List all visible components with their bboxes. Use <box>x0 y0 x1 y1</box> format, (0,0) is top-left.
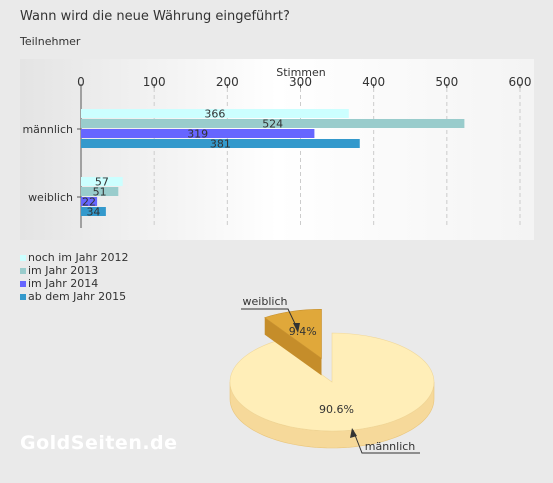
x-tick-label: 400 <box>362 75 385 89</box>
bar-value-label: 51 <box>93 186 107 199</box>
legend-item: noch im Jahr 2012 <box>20 251 128 264</box>
bar-value-label: 34 <box>86 206 100 219</box>
pie-callout-label: weiblich <box>243 295 288 308</box>
legend-label: im Jahr 2014 <box>28 277 99 290</box>
bar-chart: 0 100 200 300 400 500 600 Stimmen männlich 366 524… <box>22 66 531 228</box>
pie-value-label: 90.6% <box>319 403 354 416</box>
x-tick-label: 200 <box>216 75 239 89</box>
legend-swatch <box>20 254 26 261</box>
x-tick-label: 0 <box>77 75 85 89</box>
bar <box>81 187 119 196</box>
bar-value-label: 57 <box>95 176 109 189</box>
bar <box>81 119 465 128</box>
legend-label: noch im Jahr 2012 <box>28 251 129 264</box>
legend-swatch <box>20 293 26 300</box>
pie-value-label: 9.4% <box>289 325 317 338</box>
legend-item: im Jahr 2013 <box>20 264 128 277</box>
legend-label: ab dem Jahr 2015 <box>28 290 127 303</box>
bar <box>81 197 98 206</box>
question-title: Wann wird die neue Währung eingeführt? <box>20 9 290 24</box>
chart-subtitle: Teilnehmer <box>20 35 81 48</box>
bar <box>81 129 315 138</box>
y-tick-label: weiblich <box>28 191 73 204</box>
pie-callout-label: männlich <box>365 440 416 453</box>
pie-callout-arrow <box>293 323 300 333</box>
pie-slice-side-weiblich <box>264 317 322 376</box>
bar-value-label: 319 <box>187 128 208 141</box>
legend-item: im Jahr 2014 <box>20 277 128 290</box>
y-tick-label: männlich <box>22 123 73 136</box>
bar-value-label: 366 <box>204 108 225 121</box>
pie-callout-arrow <box>350 428 357 438</box>
watermark-logo: GoldSeiten.de <box>20 432 178 454</box>
bar-value-label: 524 <box>262 118 283 131</box>
legend-swatch <box>20 267 26 274</box>
bar-value-label: 22 <box>82 196 96 209</box>
x-tick-label: 300 <box>289 75 312 89</box>
x-tick-label: 600 <box>509 75 532 89</box>
bar <box>81 109 349 118</box>
legend-swatch <box>20 280 26 287</box>
bar <box>81 207 106 216</box>
bar-value-label: 381 <box>210 138 231 151</box>
pie-chart: 90.6% 9.4% weiblich männlich <box>229 295 435 454</box>
legend-label: im Jahr 2013 <box>28 264 99 277</box>
legend-item: ab dem Jahr 2015 <box>20 290 128 303</box>
bar <box>81 139 360 148</box>
x-tick-label: 500 <box>435 75 458 89</box>
pie-slice-weiblich <box>264 309 322 359</box>
pie-callout-line <box>352 429 420 454</box>
x-tick-label: 100 <box>143 75 166 89</box>
pie-slice-maennlich <box>229 332 435 432</box>
legend: noch im Jahr 2012 im Jahr 2013 im Jahr 201… <box>20 251 128 303</box>
bar <box>81 177 123 186</box>
x-axis-title: Stimmen <box>276 66 326 79</box>
